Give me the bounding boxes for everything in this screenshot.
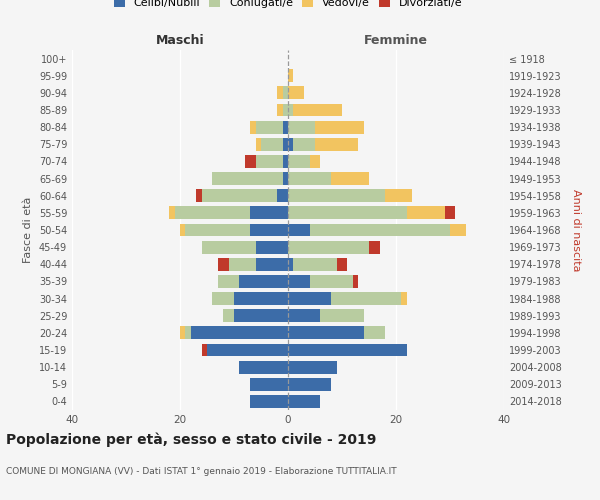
Bar [175, 206, 250, 220]
Bar [283, 155, 288, 168]
Bar [250, 395, 288, 408]
Bar [185, 326, 191, 340]
Bar [288, 155, 310, 168]
Bar [234, 310, 288, 322]
Bar [245, 155, 256, 168]
Bar [445, 206, 455, 220]
Bar [218, 258, 229, 270]
Bar [239, 360, 288, 374]
Bar [288, 360, 337, 374]
Legend: Celibi/Nubili, Coniugati/e, Vedovi/e, Divorziati/e: Celibi/Nubili, Coniugati/e, Vedovi/e, Di… [113, 0, 463, 8]
Bar [310, 224, 450, 236]
Bar [212, 292, 234, 305]
Bar [288, 378, 331, 390]
Bar [337, 258, 347, 270]
Bar [283, 120, 288, 134]
Y-axis label: Anni di nascita: Anni di nascita [571, 188, 581, 271]
Bar [288, 224, 310, 236]
Bar [256, 155, 283, 168]
Text: COMUNE DI MONGIANA (VV) - Dati ISTAT 1° gennaio 2019 - Elaborazione TUTTITALIA.I: COMUNE DI MONGIANA (VV) - Dati ISTAT 1° … [6, 468, 397, 476]
Bar [283, 86, 288, 100]
Bar [277, 104, 283, 117]
Bar [202, 240, 256, 254]
Bar [223, 310, 234, 322]
Bar [196, 190, 202, 202]
Bar [288, 206, 407, 220]
Bar [229, 258, 256, 270]
Bar [239, 275, 288, 288]
Bar [288, 240, 369, 254]
Bar [250, 224, 288, 236]
Bar [261, 138, 283, 150]
Bar [250, 206, 288, 220]
Bar [288, 310, 320, 322]
Bar [288, 86, 304, 100]
Bar [288, 326, 364, 340]
Bar [288, 138, 293, 150]
Bar [202, 344, 207, 356]
Bar [250, 120, 256, 134]
Bar [185, 224, 250, 236]
Bar [277, 190, 288, 202]
Bar [256, 120, 283, 134]
Bar [369, 240, 380, 254]
Bar [288, 190, 385, 202]
Bar [331, 292, 401, 305]
Text: Popolazione per età, sesso e stato civile - 2019: Popolazione per età, sesso e stato civil… [6, 432, 376, 447]
Bar [310, 275, 353, 288]
Bar [180, 224, 185, 236]
Bar [293, 104, 342, 117]
Bar [450, 224, 466, 236]
Bar [364, 326, 385, 340]
Bar [288, 292, 331, 305]
Bar [218, 275, 239, 288]
Bar [283, 138, 288, 150]
Bar [283, 104, 288, 117]
Bar [288, 70, 293, 82]
Bar [320, 310, 364, 322]
Bar [310, 155, 320, 168]
Bar [191, 326, 288, 340]
Text: Femmine: Femmine [364, 34, 428, 46]
Bar [385, 190, 412, 202]
Bar [180, 326, 185, 340]
Bar [353, 275, 358, 288]
Bar [256, 240, 288, 254]
Bar [407, 206, 445, 220]
Bar [288, 172, 331, 185]
Bar [256, 138, 261, 150]
Bar [315, 120, 364, 134]
Bar [288, 104, 293, 117]
Bar [212, 172, 283, 185]
Bar [288, 275, 310, 288]
Bar [401, 292, 407, 305]
Bar [234, 292, 288, 305]
Bar [202, 190, 277, 202]
Bar [288, 120, 315, 134]
Bar [288, 258, 293, 270]
Bar [331, 172, 369, 185]
Bar [283, 172, 288, 185]
Bar [315, 138, 358, 150]
Bar [169, 206, 175, 220]
Bar [288, 344, 407, 356]
Bar [293, 258, 337, 270]
Bar [207, 344, 288, 356]
Bar [277, 86, 283, 100]
Bar [288, 395, 320, 408]
Bar [250, 378, 288, 390]
Y-axis label: Fasce di età: Fasce di età [23, 197, 33, 263]
Bar [293, 138, 315, 150]
Bar [256, 258, 288, 270]
Text: Maschi: Maschi [155, 34, 205, 46]
